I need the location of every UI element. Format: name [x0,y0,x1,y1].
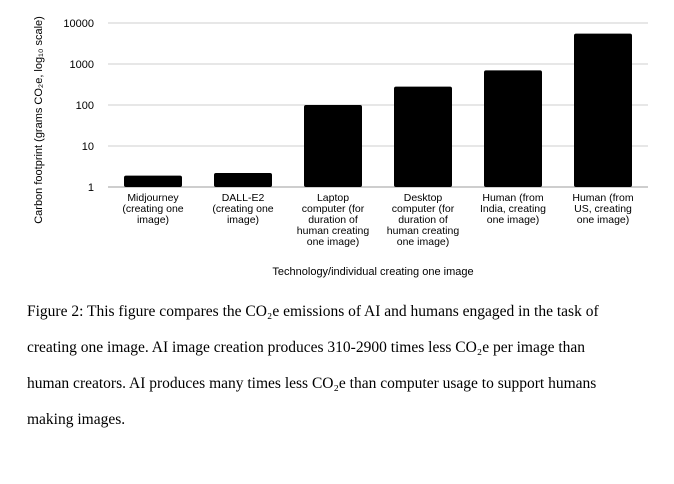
y-tick-label: 10 [82,141,94,153]
y-axis-label: Carbon footprint (grams CO₂e, log₁₀ scal… [33,16,45,224]
caption-line-3: human creators. AI produces many times l… [27,375,597,392]
y-tick-label: 1 [88,182,94,194]
y-tick-label: 100 [76,100,94,112]
x-category-label: Laptop computer (for duration of human crea… [297,192,370,248]
bars [124,33,632,188]
bar [124,175,182,187]
bar [574,33,632,188]
x-category-label: Human (from US, creating one image) [572,192,634,226]
x-category-label: Desktop computer (for duration of human cre… [387,192,460,248]
bar [394,86,452,187]
bar [304,105,362,187]
x-axis-categories: Midjourney (creating one image) DALL-E2 (cre… [122,192,634,248]
caption-line-4: making images. [27,411,126,428]
bar [214,172,272,187]
bar [484,70,542,187]
caption-line-2: creating one image. AI image creation pr… [27,339,586,356]
x-category-label: Midjourney (creating one image) [122,192,183,226]
gridlines [108,22,648,188]
x-axis-label: Technology/individual creating one image [272,266,473,278]
x-category-label: DALL-E2 (creating one image) [212,192,273,226]
caption-line-1: Figure 2: This figure compares the CO₂e … [27,303,599,320]
y-tick-label: 1000 [70,59,94,71]
x-category-label: Human (from India, creating one image) [480,192,546,226]
bar-chart: 1 10 100 1000 10000 Midjourney (creating one i… [33,16,648,278]
y-axis-ticks: 1 10 100 1000 10000 [63,18,94,194]
y-tick-label: 10000 [63,18,94,30]
